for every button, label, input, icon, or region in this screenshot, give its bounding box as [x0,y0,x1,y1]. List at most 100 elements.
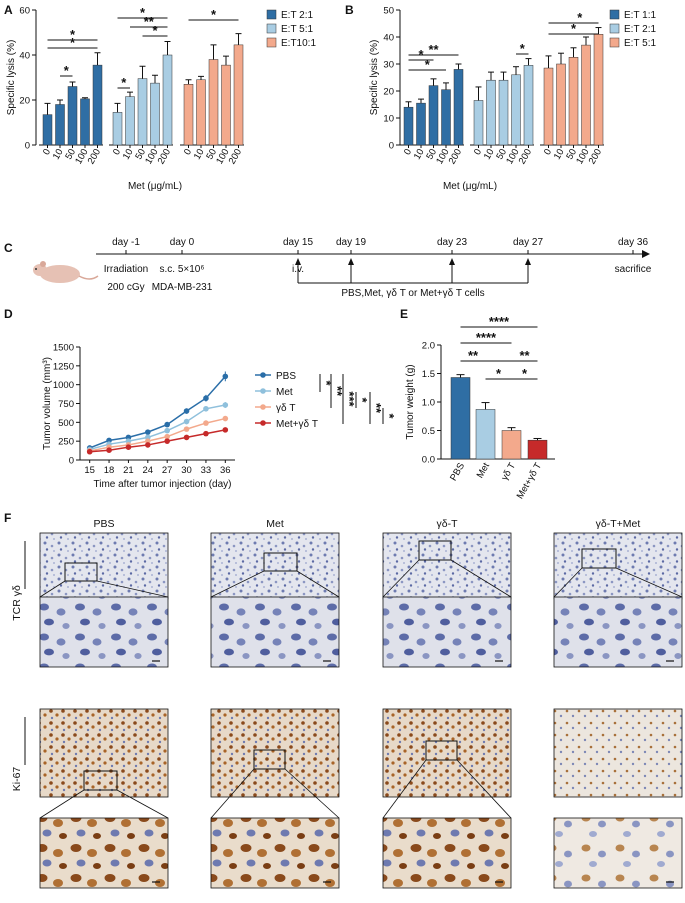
zoom-image [553,817,683,889]
significance-star: * [522,366,528,381]
bar [450,377,471,460]
significance-star: * [152,23,158,38]
y-tick-label: 60 [19,6,30,17]
zoom-line [382,759,427,819]
y-tick-label: 0.0 [422,455,435,466]
roi-box [263,552,298,572]
y-tick-label: 0 [25,141,30,152]
x-tick-label: 200 [447,147,464,166]
significance-star: * [70,27,76,42]
zoom-line [39,580,66,598]
legend-label: PBS [276,371,296,382]
significance-star: * [496,366,502,381]
roi-box [425,740,458,761]
legend-label: E:T 2:1 [281,10,313,21]
roi-box [64,562,98,582]
x-tick-label: 10 [121,147,136,162]
y-tick-label: 1.5 [422,369,435,380]
bar [403,106,414,146]
x-tick-label: 200 [86,147,103,166]
x-tick-label: 10 [552,147,567,162]
x-tick-label: 27 [162,465,173,476]
data-point [183,434,190,441]
x-tick-label: γδ T [499,461,518,483]
significance-star: * [140,5,146,20]
legend-label: E:T 5:1 [281,24,313,35]
bar [486,79,496,146]
x-tick-label: 0 [542,147,554,157]
overview-image [553,708,683,798]
roi-box [418,540,452,561]
series-line [89,417,226,452]
data-point [164,438,170,444]
legend-label: Met [276,387,293,398]
data-point [203,405,209,412]
treatment-label: PBS,Met, γδ T or Met+γδ T cells [341,288,484,299]
schedule-note: Irradiation [104,264,148,275]
x-tick-label: 18 [104,465,115,476]
legend-marker [260,404,266,410]
y-tick-label: 20 [383,87,394,98]
bar [473,100,484,146]
x-tick-label: 0 [472,147,484,157]
significance-star: *** [342,391,357,407]
bar [137,78,148,146]
y-tick-label: 1.0 [422,398,435,409]
data-point [203,420,209,426]
legend-swatch [609,23,620,34]
x-tick-label: 36 [220,465,231,476]
significance-star: * [121,75,127,90]
legend-marker [260,420,266,426]
bar [183,84,194,146]
bar [501,430,522,460]
roi-box [253,749,286,770]
panel-letter-f: F [4,511,11,525]
column-label: PBS [93,518,114,530]
bar [416,102,426,146]
bar [55,104,65,146]
y-tick-label: 40 [19,51,30,62]
roi-box [581,548,617,569]
overview-image [382,532,512,600]
schedule-note: sacrifice [615,264,652,275]
data-point [86,448,93,455]
schedule-day-label: day 15 [283,237,313,248]
roi-box [83,770,118,791]
bar [150,82,160,146]
significance-star: * [382,413,397,419]
significance-star: * [571,21,577,36]
bar [498,79,509,146]
injection-arrowhead [295,258,301,265]
histology-grid: PBS Met γδ-T γδ-T+Met TCR γδ Ki-67 [11,518,683,889]
zoom-line [96,580,169,598]
zoom-image [210,596,340,668]
data-point [222,402,229,408]
legend-marker [260,372,266,378]
bar [511,74,521,146]
y-tick-label: 750 [58,399,74,410]
legend-swatch [266,37,277,48]
x-tick-label: 50 [424,147,439,162]
x-tick-label: 50 [133,147,148,162]
significance-star: * [577,10,583,25]
x-tick-label: 200 [517,147,534,166]
significance-star: **** [489,314,510,329]
zoom-line [210,768,255,819]
significance-star: * [64,63,70,78]
overview-image [553,532,683,600]
y-tick-label: 40 [383,33,394,44]
y-tick-label: 1250 [53,361,74,372]
data-point [222,415,229,422]
schedule-day-label: day 19 [336,237,366,248]
legend-swatch [266,9,277,20]
zoom-line [39,789,85,819]
legend-label: γδ T [276,403,295,414]
bar [428,85,439,146]
panel-letter-e: E [400,307,408,321]
panel-letter-d: D [4,307,13,321]
schedule-day-label: day 23 [437,237,467,248]
significance-star: ** [468,348,479,363]
bar [556,63,566,146]
series-line [89,429,226,453]
